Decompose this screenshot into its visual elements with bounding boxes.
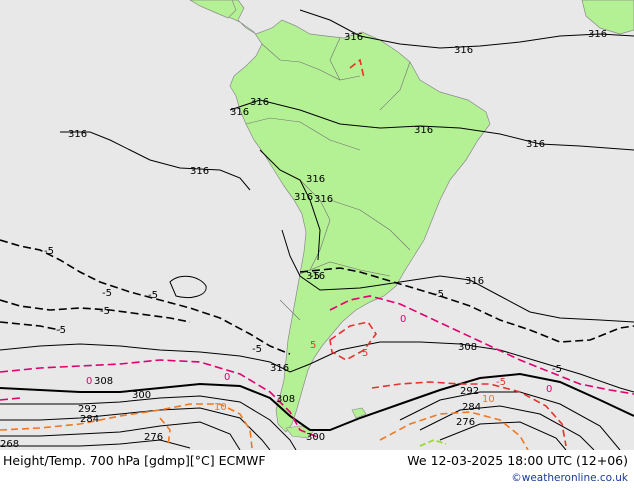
- isotherm-pos15: [419, 439, 447, 447]
- height-contour-268: [0, 439, 191, 449]
- height-contour-316-mid: [229, 99, 634, 151]
- height-contour-316-west: [60, 131, 251, 191]
- height-label: 308: [458, 342, 477, 353]
- temp-label: -5: [100, 306, 110, 317]
- height-label: 316: [230, 107, 249, 118]
- temp-label: -5: [56, 325, 66, 336]
- height-label: 308: [276, 394, 295, 405]
- height-label: 316: [344, 32, 363, 43]
- temp-label: 10: [482, 394, 495, 405]
- isotherm-pos10: [0, 403, 529, 450]
- temp-label: 0: [86, 376, 92, 387]
- height-contour-276-east: [439, 421, 567, 450]
- map-title: Height/Temp. 700 hPa [gdmp][°C] ECMWF: [3, 453, 266, 468]
- height-label: 316: [314, 194, 333, 205]
- height-contour-316-ring: [281, 229, 634, 323]
- map-canvas: 316 316 316 316 316 316 316 316 316 316 …: [0, 0, 634, 450]
- height-label: 268: [0, 439, 19, 450]
- height-contour-316-north: [299, 9, 634, 49]
- temp-label: 0: [224, 372, 230, 383]
- isotherm-pos5: [329, 58, 567, 447]
- height-label: 316: [465, 276, 484, 287]
- height-label: 316: [306, 271, 325, 282]
- temp-label: 5: [362, 348, 368, 359]
- height-contour-316-loop: [169, 275, 207, 299]
- height-contour-284: [0, 407, 271, 450]
- temp-label: -5: [310, 271, 320, 282]
- height-contour-300: [0, 372, 634, 431]
- height-label: 316: [68, 129, 87, 140]
- height-label: 316: [190, 166, 209, 177]
- temp-label: -5: [434, 289, 444, 300]
- caribbean-land: [581, 0, 634, 35]
- height-contour-276: [0, 421, 241, 450]
- height-label: 316: [454, 45, 473, 56]
- temp-label: 0: [546, 384, 552, 395]
- height-label: 316: [270, 363, 289, 374]
- height-label: 308: [94, 376, 113, 387]
- temp-label: 5: [310, 340, 316, 351]
- height-contour-292: [0, 395, 297, 450]
- temp-label: -5: [496, 377, 506, 388]
- central-america-land: [189, 0, 237, 19]
- height-label: 300: [306, 432, 325, 443]
- temp-label: -5: [44, 246, 54, 257]
- temp-labels: -5 -5 -5 -5 -5 -5 -5 -5 -5 -5 0 0 0 0 5 …: [44, 246, 562, 413]
- height-label: 276: [144, 432, 163, 443]
- temp-label: -5: [252, 344, 262, 355]
- temp-label: 0: [400, 314, 406, 325]
- valid-time: We 12-03-2025 18:00 UTC (12+06): [407, 453, 628, 468]
- map-footer: Height/Temp. 700 hPa [gdmp][°C] ECMWF We…: [0, 450, 634, 490]
- height-label: 316: [414, 125, 433, 136]
- height-contour-308: [0, 341, 634, 393]
- height-label: 316: [294, 192, 313, 203]
- country-borders: [245, 37, 411, 321]
- height-label: 316: [250, 97, 269, 108]
- height-label: 316: [526, 139, 545, 150]
- height-label: 292: [78, 404, 97, 415]
- height-labels: 316 316 316 316 316 316 316 316 316 316 …: [0, 29, 607, 450]
- height-label: 300: [132, 390, 151, 401]
- height-label: 276: [456, 417, 475, 428]
- height-label: 316: [588, 29, 607, 40]
- isotherm-neg5: [0, 239, 634, 355]
- temp-label: -5: [148, 290, 158, 301]
- height-label: 316: [306, 174, 325, 185]
- credit-link[interactable]: ©weatheronline.co.uk: [511, 472, 628, 484]
- height-label: 292: [460, 386, 479, 397]
- temp-label: -5: [552, 364, 562, 375]
- height-contours: [0, 9, 634, 450]
- temp-label: -5: [102, 288, 112, 299]
- isotherm-zero: [0, 295, 634, 439]
- falkland-islands: [351, 407, 367, 419]
- temp-label: 10: [214, 402, 227, 413]
- height-label: 284: [80, 414, 99, 425]
- height-label: 284: [462, 402, 481, 413]
- height-contour-316-south: [259, 149, 321, 261]
